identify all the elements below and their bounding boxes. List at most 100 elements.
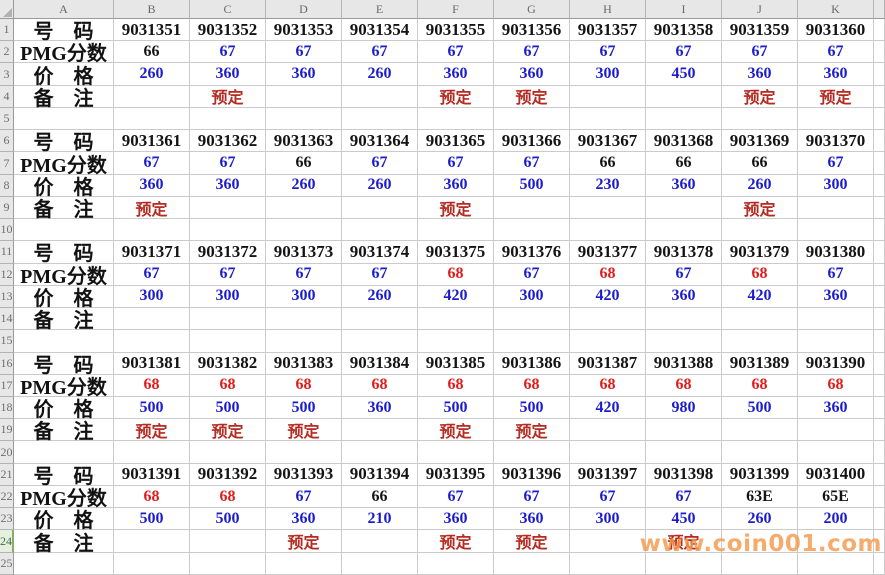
cell-K13[interactable]: 360 [798, 285, 874, 309]
cell-D11[interactable]: 9031373 [266, 241, 342, 264]
cell-A5[interactable] [14, 107, 114, 131]
column-header-G[interactable]: G [494, 0, 570, 19]
cell-J20[interactable] [722, 441, 798, 464]
cell-F10[interactable] [418, 219, 494, 242]
cell-K15[interactable] [798, 330, 874, 353]
cell-D17[interactable]: 68 [266, 374, 342, 397]
cell-A18[interactable]: 价 格 [14, 396, 114, 421]
cell-B23[interactable]: 500 [114, 508, 190, 531]
row-header-21[interactable]: 21 [0, 463, 14, 486]
row-header-17[interactable]: 17 [0, 374, 14, 397]
cell-C8[interactable]: 360 [190, 174, 266, 197]
cell-C16[interactable]: 9031382 [190, 352, 266, 375]
cell-G7[interactable]: 67 [494, 152, 570, 175]
cell-A1[interactable]: 号 码 [14, 19, 114, 43]
column-header-J[interactable]: J [722, 0, 798, 19]
cell-G14[interactable] [494, 308, 570, 331]
row-header-16[interactable]: 16 [0, 352, 14, 375]
cell-J19[interactable] [722, 419, 798, 442]
cell-B15[interactable] [114, 330, 190, 353]
row-header-25[interactable]: 25 [0, 552, 14, 575]
cell-F16[interactable]: 9031385 [418, 352, 494, 375]
cell-D19[interactable]: 预定 [266, 419, 342, 442]
cell-K8[interactable]: 300 [798, 174, 874, 197]
cell-B11[interactable]: 9031371 [114, 241, 190, 264]
column-header-B[interactable]: B [114, 0, 190, 19]
cell-D2[interactable]: 67 [266, 41, 342, 64]
cell-partial-4[interactable] [874, 85, 885, 108]
column-header-A[interactable]: A [14, 0, 114, 19]
cell-I24[interactable]: 预定 [646, 530, 722, 553]
cell-D21[interactable]: 9031393 [266, 463, 342, 486]
column-header-F[interactable]: F [418, 0, 494, 19]
row-header-10[interactable]: 10 [0, 219, 14, 242]
cell-H9[interactable] [570, 196, 646, 220]
cell-E7[interactable]: 67 [342, 152, 418, 175]
cell-D20[interactable] [266, 441, 342, 464]
cell-C24[interactable] [190, 530, 266, 553]
cell-B8[interactable]: 360 [114, 174, 190, 197]
cell-D13[interactable]: 300 [266, 285, 342, 309]
cell-H21[interactable]: 9031397 [570, 463, 646, 486]
cell-H18[interactable]: 420 [570, 396, 646, 420]
cell-J13[interactable]: 420 [722, 285, 798, 309]
row-header-14[interactable]: 14 [0, 308, 14, 331]
cell-partial-22[interactable] [874, 485, 885, 509]
cell-F5[interactable] [418, 107, 494, 131]
cell-B13[interactable]: 300 [114, 285, 190, 309]
cell-partial-18[interactable] [874, 396, 885, 420]
cell-partial-9[interactable] [874, 196, 885, 220]
cell-A13[interactable]: 价 格 [14, 285, 114, 310]
cell-H25[interactable] [570, 552, 646, 575]
cell-E17[interactable]: 68 [342, 374, 418, 397]
cell-partial-15[interactable] [874, 330, 885, 353]
cell-E10[interactable] [342, 219, 418, 242]
cell-H17[interactable]: 68 [570, 374, 646, 397]
cell-partial-1[interactable] [874, 19, 885, 42]
cell-F23[interactable]: 360 [418, 508, 494, 531]
cell-A2[interactable]: PMG分数 [14, 41, 114, 65]
cell-E19[interactable] [342, 419, 418, 442]
cell-C17[interactable]: 68 [190, 374, 266, 397]
cell-K9[interactable] [798, 196, 874, 220]
cell-C14[interactable] [190, 308, 266, 331]
cell-H5[interactable] [570, 107, 646, 131]
cell-A16[interactable]: 号 码 [14, 352, 114, 377]
cell-D24[interactable]: 预定 [266, 530, 342, 553]
cell-A22[interactable]: PMG分数 [14, 485, 114, 510]
cell-B19[interactable]: 预定 [114, 419, 190, 442]
cell-D25[interactable] [266, 552, 342, 575]
row-header-7[interactable]: 7 [0, 152, 14, 175]
cell-K6[interactable]: 9031370 [798, 130, 874, 153]
cell-E23[interactable]: 210 [342, 508, 418, 531]
cell-C12[interactable]: 67 [190, 263, 266, 286]
cell-A12[interactable]: PMG分数 [14, 263, 114, 288]
cell-H10[interactable] [570, 219, 646, 242]
cell-H22[interactable]: 67 [570, 485, 646, 509]
cell-E11[interactable]: 9031374 [342, 241, 418, 264]
cell-F14[interactable] [418, 308, 494, 331]
row-header-19[interactable]: 19 [0, 419, 14, 442]
cell-B5[interactable] [114, 107, 190, 131]
cell-E21[interactable]: 9031394 [342, 463, 418, 486]
cell-H1[interactable]: 9031357 [570, 19, 646, 42]
cell-J24[interactable] [722, 530, 798, 553]
cell-partial-19[interactable] [874, 419, 885, 442]
cell-partial-10[interactable] [874, 219, 885, 242]
cell-K4[interactable]: 预定 [798, 85, 874, 108]
cell-D5[interactable] [266, 107, 342, 131]
cell-G21[interactable]: 9031396 [494, 463, 570, 486]
cell-C19[interactable]: 预定 [190, 419, 266, 442]
cell-B6[interactable]: 9031361 [114, 130, 190, 153]
cell-A14[interactable]: 备 注 [14, 308, 114, 332]
cell-partial-12[interactable] [874, 263, 885, 286]
cell-partial-25[interactable] [874, 552, 885, 575]
cell-D12[interactable]: 67 [266, 263, 342, 286]
cell-A25[interactable] [14, 552, 114, 575]
cell-K10[interactable] [798, 219, 874, 242]
cell-K1[interactable]: 9031360 [798, 19, 874, 42]
row-header-6[interactable]: 6 [0, 130, 14, 153]
cell-I13[interactable]: 360 [646, 285, 722, 309]
row-header-3[interactable]: 3 [0, 63, 14, 86]
cell-J23[interactable]: 260 [722, 508, 798, 531]
